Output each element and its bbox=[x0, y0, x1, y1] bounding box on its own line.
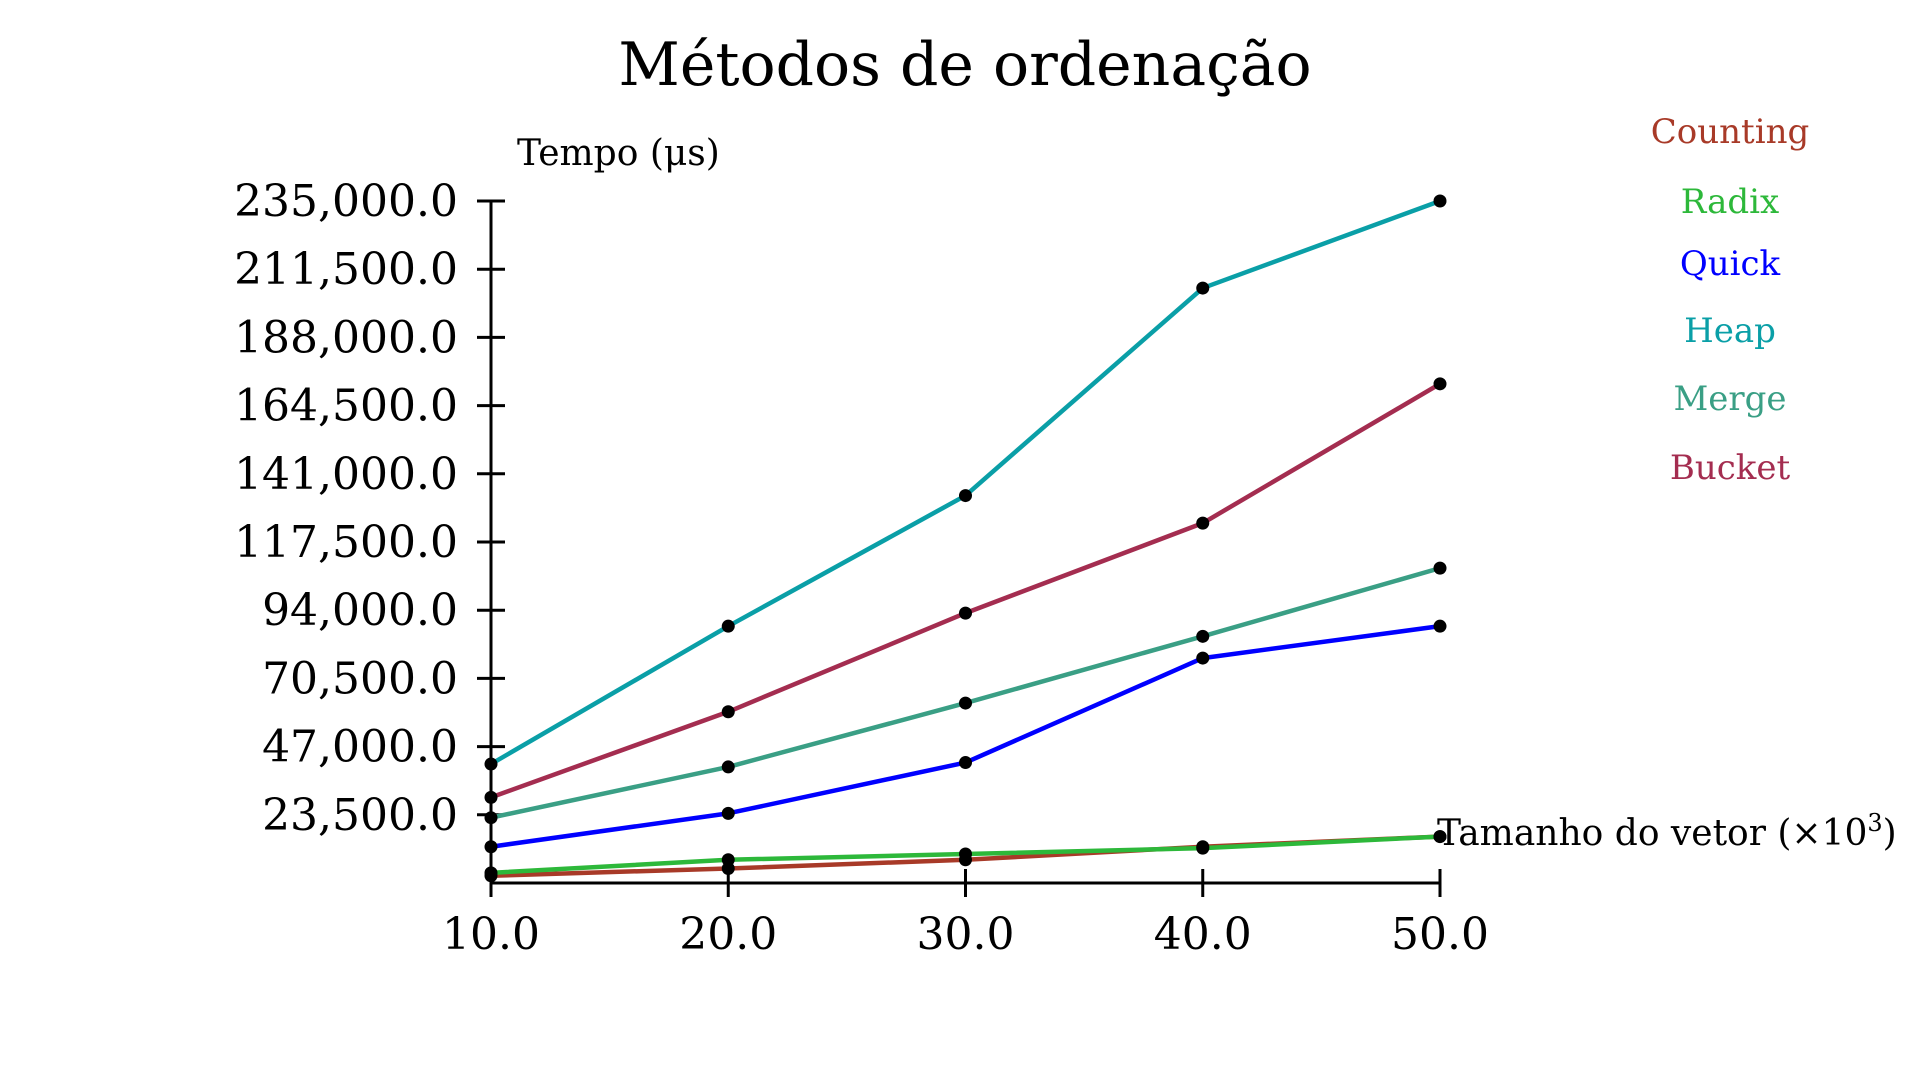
data-point-quick bbox=[484, 840, 498, 854]
y-ticks: 23,500.0 47,000.0 70,500.0 94,000.0 117,500.… bbox=[234, 176, 505, 841]
x-tick-label: 10.0 bbox=[442, 909, 540, 960]
x-tick-label: 20.0 bbox=[679, 909, 777, 960]
y-tick-label: 211,500.0 bbox=[234, 244, 458, 295]
legend-item-counting: Counting bbox=[1651, 112, 1809, 152]
y-axis-label: Tempo (μs) bbox=[517, 133, 720, 174]
legend: Counting Radix Quick Heap Merge Bucket bbox=[1651, 112, 1809, 488]
y-tick-label: 188,000.0 bbox=[234, 312, 458, 363]
y-tick-label: 141,000.0 bbox=[234, 449, 458, 500]
data-point-heap bbox=[1196, 281, 1210, 295]
data-point-quick bbox=[1196, 651, 1210, 665]
legend-item-radix: Radix bbox=[1681, 182, 1779, 222]
data-point-bucket bbox=[1196, 516, 1210, 530]
legend-item-heap: Heap bbox=[1684, 311, 1776, 351]
y-tick-label: 47,000.0 bbox=[262, 722, 458, 773]
x-tick-label: 40.0 bbox=[1154, 909, 1252, 960]
x-tick-label: 50.0 bbox=[1391, 909, 1489, 960]
data-point-heap bbox=[721, 619, 735, 633]
legend-item-merge: Merge bbox=[1673, 379, 1786, 419]
data-point-bucket bbox=[1433, 377, 1447, 391]
series-lines bbox=[488, 198, 1443, 878]
y-tick-label: 117,500.0 bbox=[234, 517, 458, 568]
series-line-bucket bbox=[488, 381, 1443, 800]
data-point-radix bbox=[1196, 841, 1210, 855]
legend-item-bucket: Bucket bbox=[1670, 448, 1791, 488]
chart-title: Métodos de ordenação bbox=[618, 30, 1311, 100]
legend-item-quick: Quick bbox=[1680, 244, 1781, 284]
data-point-radix bbox=[959, 847, 972, 861]
series-line-quick bbox=[488, 623, 1443, 849]
y-tick-label: 70,500.0 bbox=[262, 653, 458, 704]
data-point-bucket bbox=[721, 705, 735, 719]
data-point-merge bbox=[1196, 629, 1210, 643]
data-point-quick bbox=[1433, 619, 1447, 633]
data-point-bucket bbox=[484, 790, 498, 804]
data-point-heap bbox=[1433, 194, 1447, 208]
series-points bbox=[484, 194, 1447, 883]
data-point-bucket bbox=[959, 606, 972, 620]
x-ticks: 10.0 20.0 30.0 40.0 50.0 bbox=[442, 869, 1489, 960]
y-tick-label: 94,000.0 bbox=[262, 585, 458, 636]
data-point-radix bbox=[484, 866, 498, 880]
data-point-merge bbox=[721, 760, 735, 774]
series-line-heap bbox=[488, 198, 1443, 767]
x-axis-label-exponent: 3 bbox=[1867, 809, 1882, 837]
data-point-radix bbox=[721, 853, 735, 867]
axes bbox=[489, 200, 1440, 885]
data-point-radix bbox=[1433, 830, 1447, 844]
data-point-quick bbox=[959, 756, 972, 770]
data-point-quick bbox=[721, 806, 735, 820]
data-point-heap bbox=[484, 757, 498, 771]
x-axis-label: Tamanho do vetor (×103) bbox=[1437, 809, 1897, 854]
x-tick-label: 30.0 bbox=[917, 909, 1015, 960]
y-tick-label: 235,000.0 bbox=[234, 176, 458, 227]
y-tick-label: 164,500.0 bbox=[234, 381, 458, 432]
y-tick-label: 23,500.0 bbox=[262, 790, 458, 841]
x-axis-label-main: Tamanho do vetor (×10 bbox=[1437, 813, 1867, 854]
series-line-merge bbox=[488, 565, 1443, 820]
data-point-heap bbox=[959, 489, 972, 503]
x-axis-label-close: ) bbox=[1883, 813, 1897, 854]
data-point-merge bbox=[484, 811, 498, 825]
data-point-merge bbox=[1433, 561, 1447, 575]
data-point-merge bbox=[959, 696, 972, 710]
